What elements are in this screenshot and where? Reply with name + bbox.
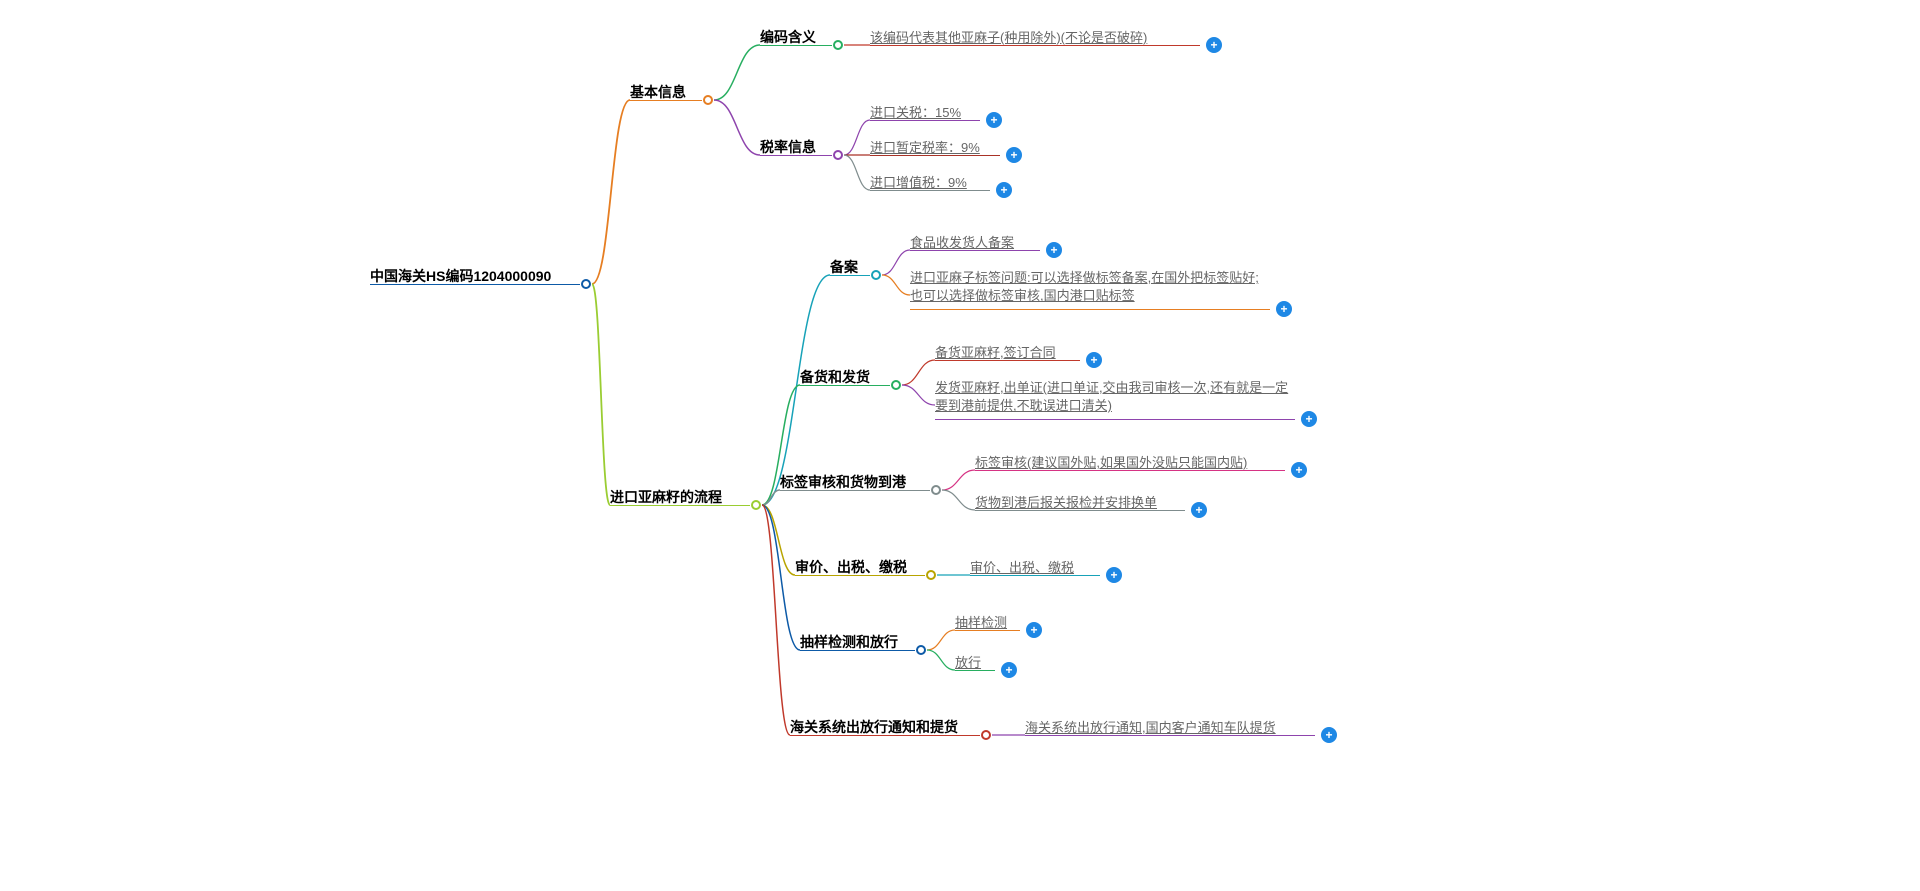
leaf-node[interactable]: 抽样检测 xyxy=(955,612,1007,631)
expand-icon[interactable]: + xyxy=(1191,502,1207,518)
expand-icon[interactable]: + xyxy=(1001,662,1017,678)
leaf-node[interactable]: 进口亚麻子标签问题:可以选择做标签备案,在国外把标签贴好;也可以选择做标签审核,… xyxy=(910,269,1270,305)
expand-icon[interactable]: + xyxy=(1006,147,1022,163)
branch-node[interactable]: 备案 xyxy=(830,257,858,277)
branch-node[interactable]: 编码含义 xyxy=(760,27,816,47)
node-dot xyxy=(891,380,901,390)
branch-node[interactable]: 税率信息 xyxy=(760,137,816,157)
expand-icon[interactable]: + xyxy=(1086,352,1102,368)
expand-icon[interactable]: + xyxy=(1026,622,1042,638)
leaf-node[interactable]: 进口增值税：9% xyxy=(870,172,967,191)
branch-node[interactable]: 备货和发货 xyxy=(800,367,870,387)
branch-node[interactable]: 抽样检测和放行 xyxy=(800,632,898,652)
expand-icon[interactable]: + xyxy=(1046,242,1062,258)
leaf-node[interactable]: 进口暂定税率：9% xyxy=(870,137,980,156)
node-dot xyxy=(931,485,941,495)
expand-icon[interactable]: + xyxy=(1106,567,1122,583)
root-node[interactable]: 中国海关HS编码1204000090 xyxy=(370,266,551,286)
mindmap-edges xyxy=(0,0,1920,891)
leaf-node[interactable]: 标签审核(建议国外贴,如果国外没贴只能国内贴) xyxy=(975,452,1247,471)
branch-node[interactable]: 标签审核和货物到港 xyxy=(780,472,906,492)
branch-node[interactable]: 基本信息 xyxy=(630,82,686,102)
leaf-node[interactable]: 海关系统出放行通知,国内客户通知车队提货 xyxy=(1025,717,1276,736)
node-dot xyxy=(703,95,713,105)
node-dot xyxy=(833,40,843,50)
expand-icon[interactable]: + xyxy=(1291,462,1307,478)
node-dot xyxy=(981,730,991,740)
node-dot xyxy=(871,270,881,280)
leaf-node[interactable]: 货物到港后报关报检并安排换单 xyxy=(975,492,1157,511)
leaf-node[interactable]: 备货亚麻籽,签订合同 xyxy=(935,342,1056,361)
node-dot xyxy=(926,570,936,580)
leaf-node[interactable]: 放行 xyxy=(955,652,981,671)
expand-icon[interactable]: + xyxy=(1276,301,1292,317)
expand-icon[interactable]: + xyxy=(996,182,1012,198)
node-dot xyxy=(751,500,761,510)
leaf-node[interactable]: 进口关税：15% xyxy=(870,102,961,121)
leaf-node[interactable]: 食品收发货人备案 xyxy=(910,232,1014,251)
expand-icon[interactable]: + xyxy=(986,112,1002,128)
node-dot xyxy=(833,150,843,160)
expand-icon[interactable]: + xyxy=(1206,37,1222,53)
expand-icon[interactable]: + xyxy=(1321,727,1337,743)
leaf-node[interactable]: 该编码代表其他亚麻子(种用除外)(不论是否破碎) xyxy=(870,27,1147,46)
node-dot xyxy=(916,645,926,655)
branch-node[interactable]: 海关系统出放行通知和提货 xyxy=(790,717,958,737)
node-dot xyxy=(581,279,591,289)
branch-node[interactable]: 进口亚麻籽的流程 xyxy=(610,487,722,507)
expand-icon[interactable]: + xyxy=(1301,411,1317,427)
branch-node[interactable]: 审价、出税、缴税 xyxy=(795,557,907,577)
leaf-node[interactable]: 发货亚麻籽,出单证(进口单证,交由我司审核一次,还有就是一定要到港前提供,不耽误… xyxy=(935,379,1295,415)
leaf-node[interactable]: 审价、出税、缴税 xyxy=(970,557,1074,576)
